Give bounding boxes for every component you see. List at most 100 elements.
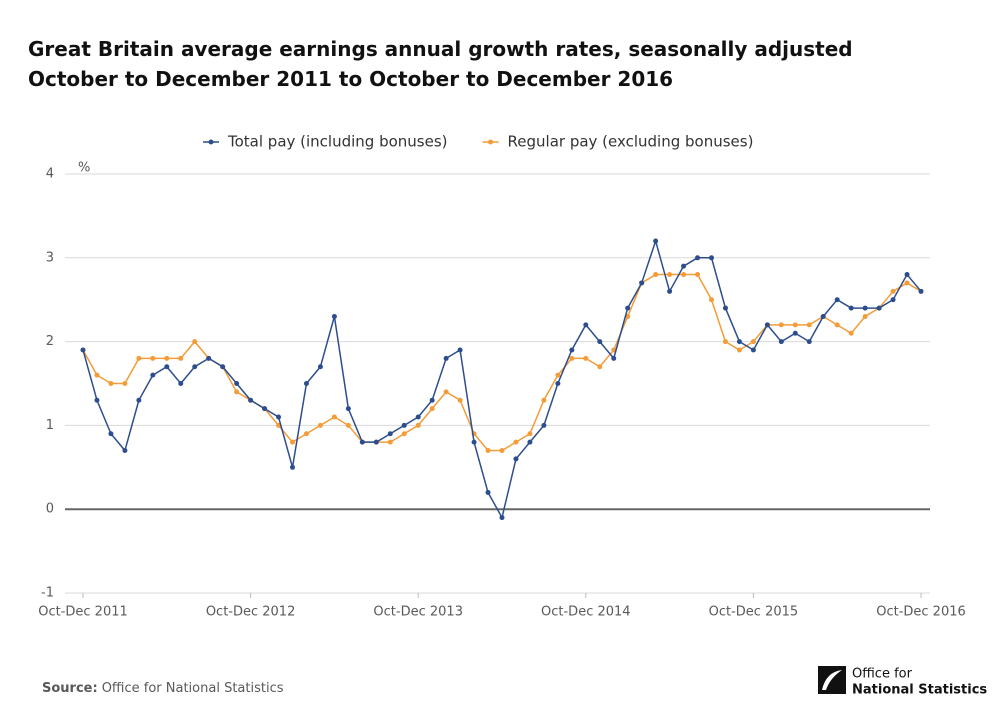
point [178, 355, 184, 361]
point [848, 305, 854, 311]
y-tick-label: 0 [46, 502, 54, 517]
point [499, 515, 505, 521]
point [625, 305, 631, 311]
y-tick-label: 4 [46, 167, 54, 182]
point [569, 355, 575, 361]
point [345, 422, 351, 428]
point [653, 238, 659, 244]
point [834, 322, 840, 328]
point [904, 280, 910, 286]
point [750, 339, 756, 345]
point [122, 448, 128, 454]
point [457, 397, 463, 403]
point [876, 305, 882, 311]
logo-text: Office for [852, 667, 913, 682]
point [164, 364, 170, 370]
point [164, 355, 170, 361]
point [150, 355, 156, 361]
y-tick-label: -1 [41, 586, 54, 601]
point [401, 422, 407, 428]
point [764, 322, 770, 328]
point [317, 364, 323, 370]
point [792, 330, 798, 336]
chart-title: Great Britain average earnings annual gr… [28, 37, 853, 61]
x-tick-label: Oct-Dec 2016 [876, 605, 966, 620]
point [862, 313, 868, 319]
point [443, 355, 449, 361]
point [192, 364, 198, 370]
point [290, 464, 295, 470]
legend-marker [488, 139, 494, 145]
point [904, 272, 910, 278]
point [722, 339, 728, 345]
source-label: Source: [42, 681, 98, 696]
point [401, 431, 407, 437]
series-line [82, 273, 922, 452]
point [415, 422, 421, 428]
point [108, 431, 114, 437]
point [94, 397, 100, 403]
x-tick-label: Oct-Dec 2015 [709, 605, 799, 620]
point [667, 272, 673, 278]
point [373, 439, 379, 445]
point [248, 397, 254, 403]
point [918, 288, 924, 294]
point [792, 322, 798, 328]
point [778, 322, 784, 328]
x-tick-label: Oct-Dec 2013 [373, 605, 463, 620]
logo-text: National Statistics [852, 683, 987, 698]
logo-swoosh [822, 670, 842, 690]
point [681, 272, 687, 278]
point [820, 313, 826, 319]
legend: Total pay (including bonuses) Regular pay… [203, 133, 753, 151]
point [136, 397, 142, 403]
point [303, 431, 309, 437]
point [722, 305, 728, 311]
point [262, 406, 268, 412]
point [150, 372, 156, 378]
point [695, 255, 701, 261]
point [569, 347, 575, 353]
point [834, 297, 840, 303]
point [317, 422, 323, 428]
point [387, 439, 393, 445]
point [303, 381, 309, 386]
point [457, 347, 463, 353]
point [555, 381, 561, 386]
point [806, 322, 812, 328]
point [387, 431, 393, 437]
point [136, 355, 142, 361]
x-tick-label: Oct-Dec 2014 [541, 605, 631, 620]
y-unit: % [78, 161, 90, 176]
point [736, 339, 742, 345]
logo: Office for National Statistics [818, 666, 987, 698]
point [513, 456, 519, 462]
series-line [82, 238, 922, 520]
point [583, 355, 589, 361]
point [695, 272, 701, 278]
point [220, 364, 226, 370]
point [709, 255, 714, 261]
point [415, 414, 421, 420]
point [639, 280, 645, 286]
y-tick-label: 2 [46, 334, 54, 349]
point [681, 263, 687, 269]
point [485, 448, 491, 454]
point [359, 439, 365, 445]
point [555, 372, 561, 378]
x-tick-label: Oct-Dec 2011 [38, 605, 128, 620]
point [178, 381, 184, 386]
point [653, 272, 659, 278]
legend-marker [208, 139, 214, 145]
point [709, 297, 714, 303]
point [331, 414, 337, 420]
point [276, 414, 282, 420]
point [667, 288, 673, 294]
point [513, 439, 519, 445]
point [429, 397, 435, 403]
point [848, 330, 854, 336]
source-text: Office for National Statistics [102, 681, 284, 696]
point [471, 439, 477, 445]
point [597, 364, 603, 370]
point [108, 381, 114, 386]
